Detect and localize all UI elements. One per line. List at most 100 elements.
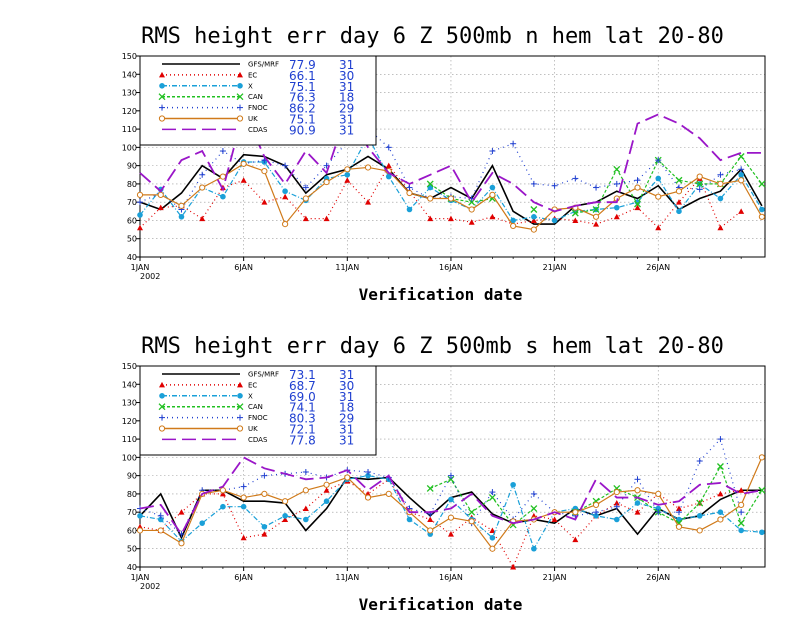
data-point-dot — [137, 212, 143, 218]
data-point-circle — [178, 202, 185, 209]
data-point-dot — [759, 206, 765, 213]
plot-frame — [139, 55, 766, 258]
data-point-circle — [447, 195, 455, 202]
data-point-plus — [634, 177, 641, 184]
x-tick-label: 1JAN — [131, 573, 150, 582]
chart-panel-1: RMS height err day 6 Z 500mb n hem lat 2… — [122, 24, 766, 304]
data-point-circle — [447, 514, 455, 521]
y-tick-label: 100 — [122, 453, 137, 462]
x-tick-label: 26JAN — [646, 573, 670, 582]
data-point-cross — [468, 508, 476, 516]
y-tick-label: 130 — [122, 399, 137, 408]
data-point-dot — [593, 513, 599, 519]
legend-mean: 76.3 — [289, 91, 316, 105]
data-point-circle — [302, 195, 309, 202]
data-point-triangle — [237, 71, 243, 78]
legend-count: 31 — [339, 423, 354, 437]
series-uk — [136, 160, 765, 233]
x-tick-year: 2002 — [140, 582, 160, 591]
data-point-triangle — [282, 193, 289, 200]
data-point-triangle — [572, 217, 579, 223]
data-point-circle — [468, 518, 475, 525]
data-point-plus — [237, 104, 243, 111]
data-point-cross — [696, 499, 704, 507]
series-line — [575, 155, 763, 214]
cross-stroke — [530, 206, 538, 213]
y-tick-label: 120 — [122, 107, 137, 116]
data-point-plus — [738, 509, 745, 516]
data-point-plus — [385, 144, 392, 151]
data-point-dot — [738, 527, 744, 534]
legend-mean: 66.1 — [289, 69, 316, 83]
data-point-cross — [530, 505, 538, 512]
data-point-plus — [137, 199, 143, 206]
data-point-cross — [758, 180, 766, 188]
legend-mean: 86.2 — [289, 102, 316, 116]
y-tick-label: 50 — [127, 235, 137, 244]
legend-count: 30 — [339, 379, 354, 393]
data-point-cross — [571, 209, 579, 217]
legend-name: CDAS — [248, 126, 268, 134]
data-point-triangle — [634, 509, 641, 515]
data-point-triangle — [675, 505, 682, 512]
data-point-circle — [282, 221, 289, 228]
data-point-plus — [240, 483, 247, 490]
data-point-circle — [758, 213, 765, 220]
data-point-dot — [510, 217, 516, 224]
x-tick-label: 21JAN — [543, 263, 567, 272]
y-tick-label: 50 — [127, 545, 137, 554]
y-tick-label: 80 — [127, 180, 137, 189]
y-tick-label: 70 — [127, 508, 137, 517]
data-point-circle — [634, 184, 641, 191]
data-point-triangle — [613, 213, 620, 220]
legend-count: 31 — [339, 433, 354, 447]
data-point-circle — [157, 191, 164, 198]
data-point-circle — [323, 178, 330, 186]
legend-name: GFS/MRF — [248, 371, 279, 379]
data-point-triangle — [261, 199, 268, 205]
data-point-circle — [261, 490, 268, 498]
data-point-cross — [758, 486, 766, 494]
y-tick-label: 60 — [127, 216, 137, 225]
data-point-dot — [634, 500, 641, 506]
series-line — [575, 465, 763, 525]
data-point-circle — [717, 516, 724, 523]
data-point-dot — [613, 204, 620, 211]
series-x — [137, 472, 765, 552]
data-point-triangle — [323, 215, 330, 222]
cross-stroke — [447, 475, 455, 483]
x-tick-label: 21JAN — [543, 573, 567, 582]
series-line — [139, 478, 742, 569]
y-tick-label: 140 — [122, 70, 137, 79]
data-point-plus — [593, 509, 600, 516]
data-point-cross — [530, 206, 538, 213]
cross-stroke — [468, 508, 476, 516]
data-point-cross — [716, 463, 724, 470]
data-point-triangle — [178, 509, 185, 515]
series-x — [137, 133, 765, 224]
y-tick-label: 80 — [127, 490, 137, 499]
legend-count: 31 — [339, 58, 354, 72]
data-point-circle — [655, 193, 662, 200]
legend: GFS/MRF 73.1 31 EC 68.7 30 X 69.0 31 CAN 74.1 18 FNO… — [139, 365, 377, 456]
legend-name: X — [248, 392, 253, 400]
data-point-plus — [613, 503, 620, 510]
data-point-dot — [178, 214, 185, 220]
data-point-dot — [489, 534, 496, 541]
data-point-dot — [717, 509, 724, 515]
data-point-circle — [696, 173, 703, 180]
data-point-dot — [655, 175, 662, 182]
data-point-plus — [159, 414, 165, 421]
data-point-circle — [675, 523, 683, 530]
legend-name: CAN — [248, 93, 263, 101]
data-point-triangle — [159, 381, 165, 388]
data-point-circle — [282, 498, 289, 505]
y-tick-label: 40 — [127, 253, 137, 262]
y-tick-label: 40 — [127, 563, 137, 572]
data-point-circle — [199, 184, 206, 191]
data-point-circle — [530, 226, 537, 233]
y-tick-label: 140 — [122, 380, 137, 389]
data-point-triangle — [551, 516, 558, 522]
data-point-triangle — [237, 381, 243, 388]
series-cdas — [139, 456, 763, 536]
